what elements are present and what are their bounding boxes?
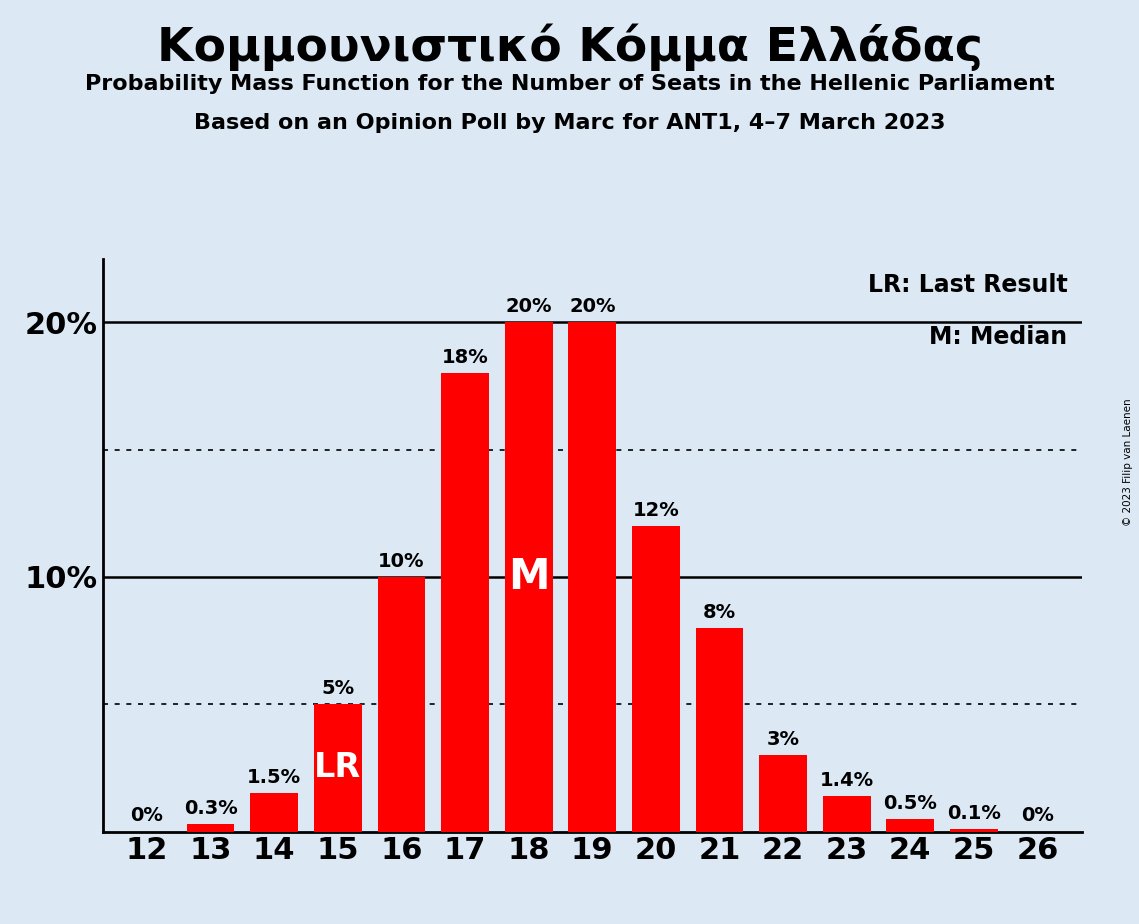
- Text: 3%: 3%: [767, 730, 800, 748]
- Text: 5%: 5%: [321, 679, 354, 698]
- Text: 0.3%: 0.3%: [183, 798, 238, 818]
- Text: Κομμουνιστικό Κόμμα Ελλάδας: Κομμουνιστικό Κόμμα Ελλάδας: [156, 23, 983, 70]
- Bar: [760, 755, 806, 832]
- Bar: [696, 628, 744, 832]
- Text: 0.1%: 0.1%: [947, 804, 1001, 822]
- Text: M: M: [508, 556, 549, 598]
- Bar: [822, 796, 870, 832]
- Text: 1.4%: 1.4%: [820, 771, 874, 790]
- Text: 20%: 20%: [570, 297, 615, 316]
- Text: 8%: 8%: [703, 602, 736, 622]
- Text: 18%: 18%: [442, 348, 489, 367]
- Bar: [314, 704, 362, 832]
- Text: LR: Last Result: LR: Last Result: [868, 274, 1067, 297]
- Text: 10%: 10%: [378, 552, 425, 571]
- Text: 0%: 0%: [1021, 807, 1054, 825]
- Text: © 2023 Filip van Laenen: © 2023 Filip van Laenen: [1123, 398, 1133, 526]
- Bar: [568, 322, 616, 832]
- Text: 1.5%: 1.5%: [247, 768, 302, 787]
- Text: M: Median: M: Median: [929, 324, 1067, 348]
- Bar: [251, 794, 298, 832]
- Text: Probability Mass Function for the Number of Seats in the Hellenic Parliament: Probability Mass Function for the Number…: [84, 74, 1055, 94]
- Text: Based on an Opinion Poll by Marc for ANT1, 4–7 March 2023: Based on an Opinion Poll by Marc for ANT…: [194, 113, 945, 133]
- Bar: [950, 829, 998, 832]
- Bar: [441, 373, 489, 832]
- Bar: [632, 526, 680, 832]
- Bar: [378, 577, 425, 832]
- Text: 0.5%: 0.5%: [884, 794, 937, 812]
- Text: LR: LR: [314, 751, 361, 784]
- Bar: [187, 824, 235, 832]
- Bar: [886, 819, 934, 832]
- Bar: [505, 322, 552, 832]
- Text: 12%: 12%: [632, 501, 679, 519]
- Text: 20%: 20%: [506, 297, 552, 316]
- Text: 0%: 0%: [131, 807, 164, 825]
